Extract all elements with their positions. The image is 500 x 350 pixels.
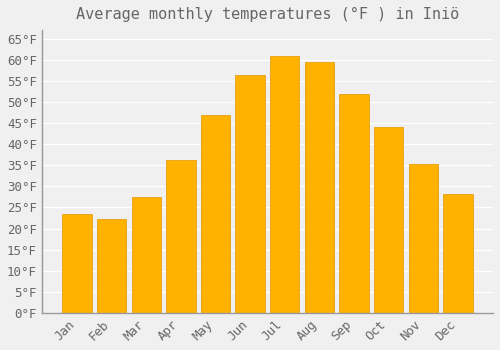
Bar	[201, 114, 230, 313]
Bar	[340, 94, 368, 313]
Bar	[304, 62, 334, 313]
Bar	[270, 56, 300, 313]
Title: Average monthly temperatures (°F ) in Iniö: Average monthly temperatures (°F ) in In…	[76, 7, 459, 22]
Bar	[408, 163, 438, 313]
Bar	[374, 127, 404, 313]
Bar	[97, 219, 126, 313]
Bar	[443, 194, 472, 313]
Bar	[132, 197, 161, 313]
Bar	[236, 75, 265, 313]
Bar	[62, 214, 92, 313]
Bar	[166, 160, 196, 313]
